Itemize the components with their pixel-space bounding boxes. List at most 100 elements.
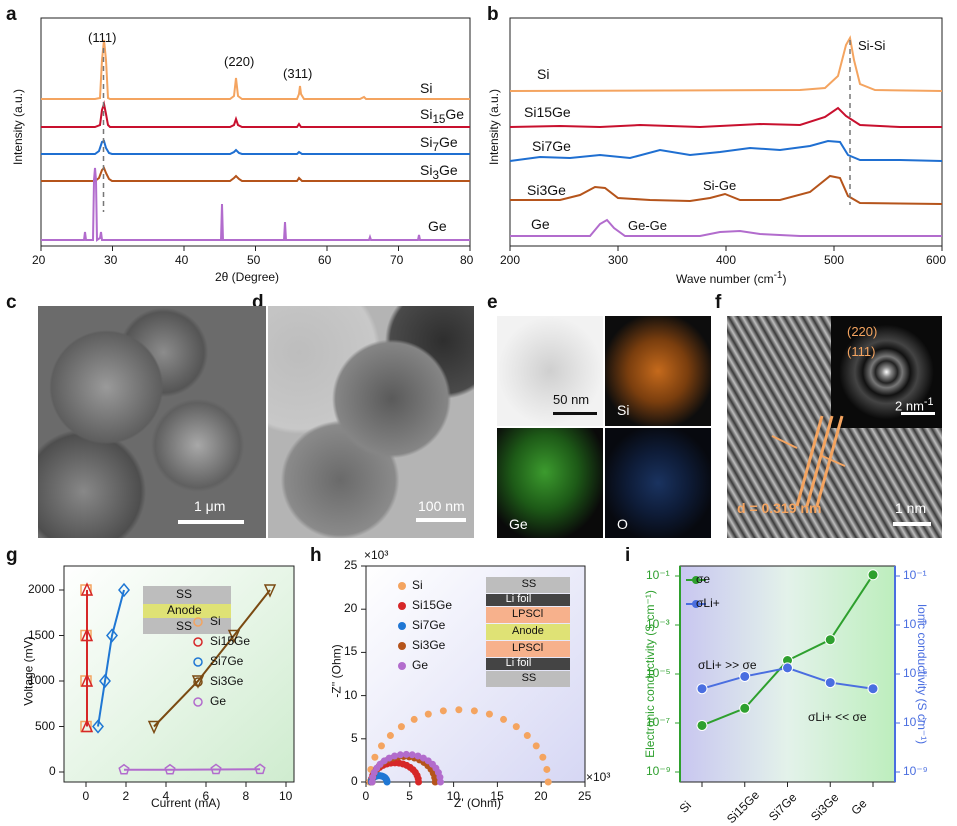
fft-plane-111: (111) [847, 344, 876, 359]
peak-label-311: (311) [283, 66, 313, 81]
data-point-Si [424, 710, 432, 718]
data-point-Ge [408, 751, 416, 759]
y-tick-label: 500 [35, 718, 56, 733]
legend-label-Si7Ge: Si7Ge [210, 654, 244, 668]
x-multiplier: ×10³ [586, 770, 611, 784]
legend-marker-Si7Ge [193, 657, 203, 667]
data-point-Si [377, 742, 385, 750]
x-tick-label: 5 [406, 789, 413, 803]
y-tick-label-left: 10⁻⁹ [646, 764, 671, 778]
scale-bar [416, 518, 466, 522]
inset-anode: Anode [167, 603, 202, 617]
inset-label-SS: SS [521, 578, 537, 590]
legend-marker-Si3Ge [193, 677, 203, 687]
data-point-Ge [391, 752, 399, 760]
y-tick-label: 0 [49, 764, 56, 778]
data-point-Si15Ge [415, 778, 423, 786]
legend-si: Si [420, 80, 433, 96]
annotation-li-lt-e: σLi+ << σe [808, 710, 867, 724]
y-tick-label: 20 [344, 601, 358, 616]
data-point-Si [371, 753, 379, 761]
fit-line-Si3Ge [153, 589, 271, 728]
x-tick-label: 8 [242, 789, 250, 803]
data-point-sigma-li [824, 677, 836, 689]
legend-si: Si [537, 66, 550, 82]
data-point-sigma-e [867, 569, 879, 581]
data-point-Si15Ge [80, 582, 94, 596]
tem-image: 100 nm [268, 306, 474, 538]
data-point-Si [539, 753, 547, 761]
data-point-sigma-e [696, 719, 708, 731]
data-point-Si15Ge [80, 673, 94, 687]
y-tick-label-right: 10⁻¹ [903, 568, 927, 582]
data-point-Si15Ge [80, 627, 94, 642]
legend-si3ge: Si3Ge [527, 182, 566, 198]
haadf-image: 50 nm [497, 316, 603, 426]
panel-label-h: h [310, 545, 322, 566]
legend-label-Si15Ge: Si15Ge [210, 634, 251, 648]
data-point-Si3Ge [431, 778, 439, 786]
legend-marker-Si [398, 582, 406, 590]
y-tick-label-left: 10⁻¹ [646, 568, 670, 582]
x-axis-title: Z' (Ohm) [454, 796, 501, 810]
legend-marker-Si15Ge [398, 602, 406, 610]
data-point-Ge [385, 754, 393, 762]
legend-marker-Si15Ge [193, 637, 203, 647]
x-tick-label: 20 [534, 789, 548, 803]
map-label-ge: Ge [509, 516, 528, 532]
peak-label-111: (111) [88, 30, 117, 45]
x-tick-label: 6 [202, 789, 210, 803]
y-tick-label: 10 [344, 687, 358, 702]
inset-label-SS: SS [521, 672, 537, 684]
legend-marker-Ge [193, 697, 203, 707]
data-point-sigma-li [739, 670, 751, 682]
inset-label-Anode: Anode [512, 625, 544, 637]
data-point-Si [410, 715, 418, 723]
data-point-Si15Ge [80, 718, 94, 733]
inset-layer-LPSCl [486, 641, 570, 657]
inset-ss-top: SS [176, 587, 193, 601]
inset-label-LPSCl: LPSCl [512, 642, 544, 654]
data-point-Ge [402, 750, 410, 758]
legend-label-Si15Ge: Si15Ge [412, 598, 453, 612]
x-tick-label: 25 [578, 789, 592, 803]
legend-si3ge: Si3Ge [420, 162, 458, 182]
legend-si15ge: Si15Ge [420, 106, 465, 126]
data-point-Si [523, 732, 531, 740]
scale-bar [553, 412, 597, 415]
panel-label-g: g [6, 545, 18, 566]
data-point-Ge [396, 751, 404, 759]
fft-inset: (220) (111) 2 nm-1 [831, 316, 942, 428]
xtick: 500 [824, 253, 845, 267]
legend-marker-Si3Ge [398, 642, 406, 650]
o-map: O [605, 428, 711, 538]
xtick: 70 [390, 253, 404, 267]
panel-label-b: b [487, 4, 499, 25]
legend-sigma-e: σe [696, 572, 711, 586]
legend-ge: Ge [428, 218, 447, 234]
legend-marker [692, 576, 700, 584]
legend-si7ge: Si7Ge [532, 138, 571, 154]
y-tick-label-right: 10⁻⁵ [903, 666, 928, 680]
legend-si7ge: Si7Ge [420, 134, 458, 154]
panel-label-a: a [6, 4, 17, 25]
xtick: 300 [608, 253, 629, 267]
scale-bar [178, 520, 244, 524]
inset-layer-Anode [486, 624, 570, 640]
panel-label-c: c [6, 292, 17, 313]
legend-si15ge: Si15Ge [524, 104, 571, 120]
peak-label-220: (220) [224, 54, 255, 69]
panel-label-f: f [715, 292, 722, 313]
data-point-Ge [414, 752, 422, 760]
data-point-Si7Ge [106, 628, 118, 643]
scale-bar [893, 522, 931, 526]
raman-si-si: Si-Si [858, 38, 886, 53]
data-point-Ge [210, 763, 222, 775]
xtick: 200 [500, 253, 521, 267]
y-tick-label-left: 10⁻⁷ [646, 715, 671, 729]
fft-scale-bar [901, 412, 935, 415]
